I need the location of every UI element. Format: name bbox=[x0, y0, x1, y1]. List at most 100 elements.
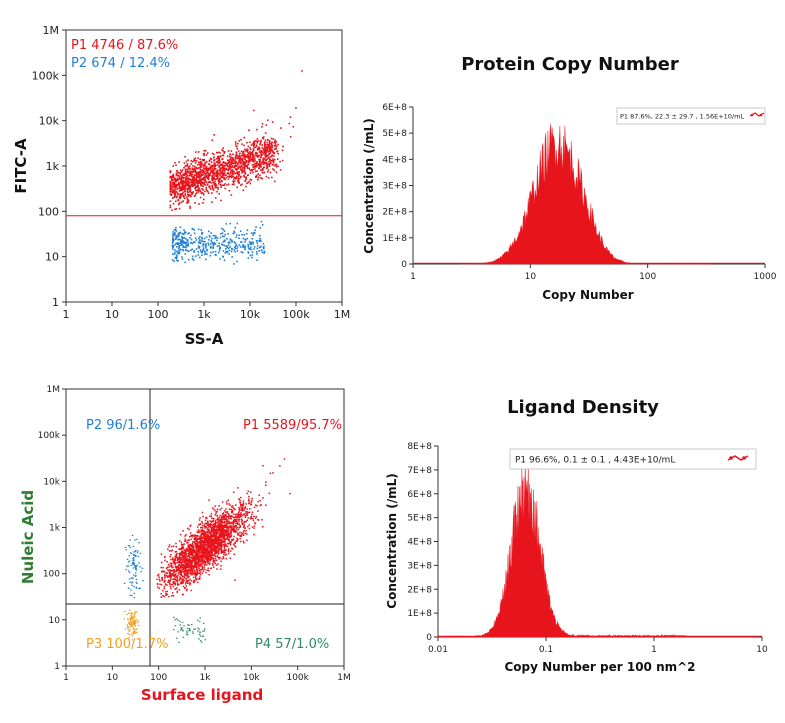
data-point-p1 bbox=[181, 578, 183, 580]
data-point-p1 bbox=[250, 179, 253, 181]
data-point-p2 bbox=[190, 238, 193, 241]
data-point-p4 bbox=[176, 637, 178, 639]
data-point-p1 bbox=[205, 537, 208, 540]
data-point-p1 bbox=[258, 167, 261, 169]
data-point-p1 bbox=[238, 508, 241, 510]
data-point-p1 bbox=[240, 507, 242, 509]
data-point-p1 bbox=[261, 122, 264, 125]
data-point-p2 bbox=[236, 250, 239, 252]
data-point-p1 bbox=[225, 530, 227, 532]
data-point-p1 bbox=[244, 148, 246, 151]
data-point-p1 bbox=[169, 185, 172, 188]
data-point-p1 bbox=[175, 542, 177, 545]
data-point-p1 bbox=[238, 498, 240, 500]
data-point-p1 bbox=[281, 159, 284, 162]
data-point-p1 bbox=[222, 549, 224, 552]
data-point-p1 bbox=[163, 581, 165, 583]
data-point-p1 bbox=[272, 138, 274, 140]
data-point-p1 bbox=[160, 596, 163, 598]
data-point-p1 bbox=[187, 166, 190, 168]
data-point-p1 bbox=[206, 152, 209, 154]
data-point-p1 bbox=[172, 165, 175, 167]
data-point-p2 bbox=[218, 242, 221, 244]
data-point-p1 bbox=[225, 549, 227, 551]
data-point-p1 bbox=[233, 178, 235, 180]
data-point-p1 bbox=[200, 192, 203, 195]
data-point-p1 bbox=[202, 189, 204, 191]
data-point-p1 bbox=[169, 184, 172, 187]
data-point-p1 bbox=[172, 181, 175, 184]
data-point-p1 bbox=[179, 178, 182, 180]
data-point-p1 bbox=[202, 169, 204, 172]
data-point-p1 bbox=[272, 158, 274, 160]
data-point-p1 bbox=[261, 126, 263, 128]
data-point-p1 bbox=[241, 164, 243, 167]
data-point-p3 bbox=[130, 623, 133, 625]
data-point-p1 bbox=[206, 169, 209, 172]
data-point-p1 bbox=[221, 516, 223, 518]
data-point-p3 bbox=[128, 633, 130, 635]
data-point-p1 bbox=[243, 513, 245, 516]
data-point-p1 bbox=[186, 170, 189, 172]
y-tick-label: 7E+8 bbox=[407, 466, 432, 476]
data-point-p2 bbox=[223, 230, 226, 232]
data-point-p1 bbox=[257, 147, 259, 150]
data-point-p1 bbox=[200, 180, 202, 182]
data-point-p4 bbox=[177, 619, 179, 621]
data-point-p1 bbox=[203, 538, 206, 541]
data-point-p1 bbox=[211, 529, 214, 532]
data-point-p1 bbox=[180, 553, 182, 555]
data-point-p1 bbox=[192, 550, 195, 552]
data-point-p2 bbox=[181, 235, 183, 238]
data-point-p1 bbox=[205, 550, 207, 552]
data-point-p1 bbox=[178, 579, 181, 581]
data-point-p2 bbox=[198, 241, 201, 244]
data-point-p1 bbox=[194, 178, 196, 181]
data-point-p1 bbox=[230, 525, 233, 527]
data-point-p1 bbox=[190, 567, 193, 570]
data-point-p1 bbox=[195, 186, 198, 188]
data-point-p2 bbox=[177, 238, 179, 241]
data-point-p1 bbox=[198, 567, 201, 569]
data-point-p1 bbox=[206, 560, 209, 562]
data-point-p1 bbox=[181, 184, 183, 187]
legend-text: P1 87.6%, 22.3 ± 29.7 , 1.56E+10/mL bbox=[620, 113, 744, 121]
data-point-p1 bbox=[215, 540, 217, 542]
data-point-p1 bbox=[213, 524, 216, 527]
data-point-p1 bbox=[202, 515, 204, 518]
data-point-p1 bbox=[217, 518, 220, 521]
data-point-p1 bbox=[184, 566, 187, 568]
data-point-p1 bbox=[158, 576, 160, 578]
legend-box bbox=[616, 107, 766, 125]
data-point-p1 bbox=[244, 179, 246, 182]
data-point-p1 bbox=[186, 184, 189, 187]
data-point-p1 bbox=[217, 543, 220, 545]
data-point-p1 bbox=[249, 503, 252, 506]
data-point-p1 bbox=[172, 179, 174, 181]
data-point-p2 bbox=[243, 234, 246, 236]
data-point-p1 bbox=[222, 551, 225, 553]
data-point-p1 bbox=[187, 563, 189, 565]
data-point-p1 bbox=[161, 576, 163, 579]
data-point-p1 bbox=[230, 160, 232, 163]
data-point-p1 bbox=[194, 194, 197, 197]
data-point-p2 bbox=[201, 254, 203, 257]
data-point-p1 bbox=[191, 548, 193, 551]
data-point-p2 bbox=[186, 239, 189, 242]
data-point-p2 bbox=[173, 253, 176, 255]
data-point-p1 bbox=[215, 183, 217, 186]
data-point-p1 bbox=[159, 580, 161, 582]
data-point-p1 bbox=[197, 176, 199, 178]
data-point-p1 bbox=[189, 191, 192, 193]
data-point-p1 bbox=[241, 152, 244, 154]
data-point-p1 bbox=[187, 195, 190, 198]
data-point-p1 bbox=[216, 161, 219, 164]
data-point-p1 bbox=[228, 168, 231, 170]
data-point-p1 bbox=[220, 528, 223, 531]
data-point-p1 bbox=[181, 579, 184, 581]
data-point-p1 bbox=[193, 184, 195, 186]
data-point-p1 bbox=[211, 517, 213, 520]
data-point-p1 bbox=[186, 174, 189, 177]
data-point-p1 bbox=[216, 545, 218, 548]
data-point-p1 bbox=[187, 579, 190, 582]
